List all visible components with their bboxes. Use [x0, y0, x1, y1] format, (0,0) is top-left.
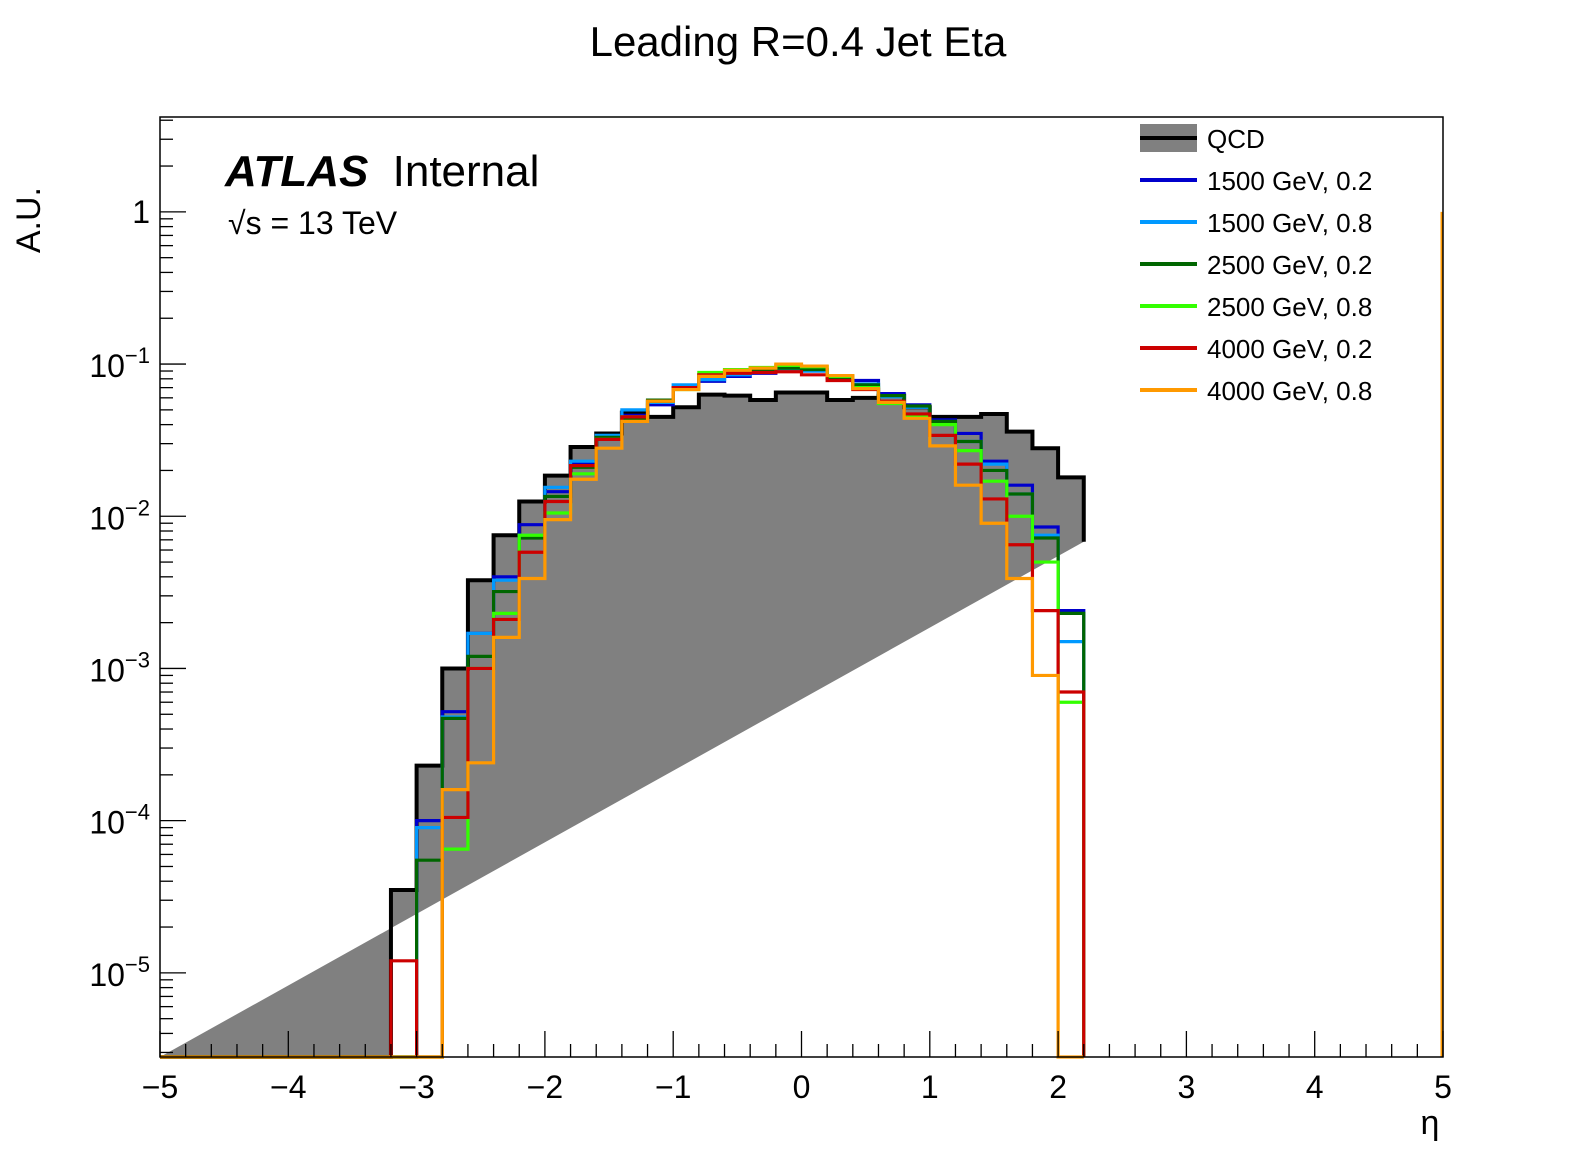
- y-tick-label: 10−5: [89, 952, 150, 993]
- x-tick-label: 1: [921, 1069, 939, 1105]
- legend-label: 1500 GeV, 0.2: [1207, 166, 1372, 196]
- legend-item: 2500 GeV, 0.2: [1140, 250, 1372, 280]
- legend-item: 2500 GeV, 0.8: [1140, 292, 1372, 322]
- atlas-text: ATLAS: [224, 147, 368, 196]
- x-axis-label: η: [1421, 1104, 1440, 1142]
- series-6: [160, 362, 1084, 1059]
- x-tick-label: 2: [1049, 1069, 1067, 1105]
- y-axis: 1 10−1 10−2 10−3 10−4 10−5: [89, 119, 186, 1054]
- legend-item: 1500 GeV, 0.8: [1140, 208, 1372, 238]
- legend-label: 2500 GeV, 0.8: [1207, 292, 1372, 322]
- series-0: [160, 390, 1086, 1059]
- x-tick-label: −5: [142, 1069, 178, 1105]
- svg-text:√s = 13 TeV: √s = 13 TeV: [228, 205, 398, 241]
- legend-label: QCD: [1207, 124, 1265, 154]
- chart-title: Leading R=0.4 Jet Eta: [590, 18, 1007, 65]
- x-tick-label: 0: [793, 1069, 811, 1105]
- internal-text: Internal: [393, 147, 540, 196]
- legend-item: 1500 GeV, 0.2: [1140, 166, 1372, 196]
- x-tick-label: 5: [1434, 1069, 1452, 1105]
- legend-label: 4000 GeV, 0.2: [1207, 334, 1372, 364]
- y-tick-label: 10−1: [89, 343, 150, 384]
- y-tick-label: 10−3: [89, 647, 150, 688]
- legend-label: 2500 GeV, 0.2: [1207, 250, 1372, 280]
- x-axis: −5 −4 −3 −2 −1 0 1 2 3 4 5: [142, 1031, 1452, 1105]
- legend-item: 4000 GeV, 0.8: [1140, 376, 1372, 406]
- series-line: [160, 362, 1084, 1059]
- y-tick-label: 10−2: [89, 495, 150, 536]
- x-tick-label: −1: [655, 1069, 691, 1105]
- series-layer: [160, 211, 1444, 1059]
- y-tick-label: 1: [132, 194, 150, 230]
- series-fill: [160, 392, 1084, 1057]
- legend-item: 4000 GeV, 0.2: [1140, 334, 1372, 364]
- legend-label: 4000 GeV, 0.8: [1207, 376, 1372, 406]
- legend-item: QCD: [1140, 124, 1265, 154]
- x-tick-label: −4: [270, 1069, 306, 1105]
- x-tick-label: −3: [398, 1069, 434, 1105]
- svg-text:ATLAS Internal: ATLAS Internal: [224, 147, 539, 196]
- sqrt-s-text: √s: [228, 205, 262, 241]
- x-tick-label: −2: [527, 1069, 563, 1105]
- y-tick-label: 10−4: [89, 800, 150, 841]
- atlas-label: ATLAS Internal √s = 13 TeV: [224, 147, 539, 241]
- legend: QCD 1500 GeV, 0.2 1500 GeV, 0.8 2500 GeV, 0…: [1140, 124, 1372, 406]
- x-tick-label: 3: [1178, 1069, 1196, 1105]
- x-tick-label: 4: [1306, 1069, 1324, 1105]
- legend-label: 1500 GeV, 0.8: [1207, 208, 1372, 238]
- y-axis-label: A.U.: [10, 187, 48, 253]
- energy-text: = 13 TeV: [262, 205, 398, 241]
